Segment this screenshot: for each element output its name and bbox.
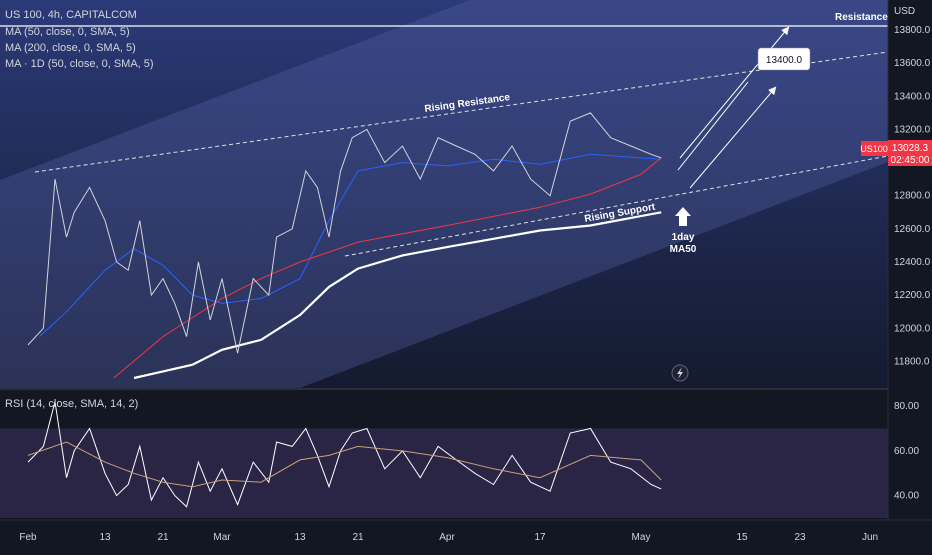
legend-ma200[interactable]: MA (200, close, 0, SMA, 5) [5,42,136,54]
symbol-title[interactable]: US 100, 4h, CAPITALCOM [5,9,137,21]
svg-text:US100: US100 [860,144,888,154]
main-pane-bg [0,0,888,388]
time-tick-label: Mar [213,532,231,543]
rsi-pane-bg [0,390,888,520]
price-tick-label: 12200.0 [894,290,931,301]
price-tick-label: 13400.0 [894,91,931,102]
price-tick-label: 12400.0 [894,257,931,268]
price-tick-label: 12600.0 [894,224,931,235]
lightning-icon[interactable] [671,364,689,382]
price-tick-label: 13200.0 [894,124,931,135]
price-axis-bg [888,0,932,520]
rsi-band [0,428,888,518]
time-tick-label: May [632,532,651,543]
rsi-axis-ticks: 80.00 60.00 40.00 [894,401,919,501]
series-ma-1d-50-close-0-sma-5 [133,211,662,380]
legend-rsi[interactable]: RSI (14, close, SMA, 14, 2) [5,398,138,410]
legend-ma-1d[interactable]: MA · 1D (50, close, 0, SMA, 5) [5,58,154,70]
day-ma50-annotation: 1day MA50 [670,207,697,255]
time-tick-label: Jun [862,532,878,543]
rsi-tick-label: 80.00 [894,401,919,412]
projection-arrow-2 [689,86,777,189]
time-tick-label: Apr [439,532,455,543]
projection-arrow-3 [677,81,749,171]
time-tick-label: 15 [736,532,748,543]
svg-text:MA50: MA50 [670,244,697,255]
time-tick-label: Feb [19,532,37,543]
svg-text:02:45:00: 02:45:00 [891,155,930,166]
series-ma-50-close-0-sma-5 [39,153,662,337]
price-tick-label: 13800.0 [894,25,931,36]
time-axis-bg [0,520,932,550]
rsi-tick-label: 60.00 [894,446,919,457]
series-price [27,112,662,354]
channel-band [0,0,888,388]
price-tick-label: 11800.0 [894,356,930,367]
target-callout: 13400.0 [757,47,811,71]
time-tick-label: 17 [534,532,546,543]
svg-text:13400.0: 13400.0 [766,55,803,66]
rsi-tick-label: 40.00 [894,491,919,502]
svg-text:1day: 1day [672,232,695,243]
legend-ma50[interactable]: MA (50, close, 0, SMA, 5) [5,26,130,38]
time-tick-label: 13 [294,532,306,543]
series-ma-200-close-0-sma-5 [113,157,662,379]
price-series-layer [27,112,662,380]
time-tick-label: 23 [794,532,806,543]
last-price-tag: US100 13028.3 02:45:00 [860,140,932,166]
rsi-series-rsi [27,401,662,508]
rsi-series-layer [27,401,662,508]
time-tick-label: 13 [99,532,111,543]
time-axis-ticks: Feb 13 21 Mar 13 21 Apr 17 May 15 23 Jun [19,532,878,543]
svg-text:13028.3: 13028.3 [892,143,929,154]
price-tick-label: 13600.0 [894,58,931,69]
rising-resistance-line [34,51,889,173]
time-tick-label: 21 [157,532,169,543]
time-tick-label: 21 [352,532,364,543]
rsi-series-rsi-ma [27,441,662,488]
price-tick-label: 12000.0 [894,323,931,334]
currency-label: USD [894,6,915,17]
resistance-a-label: Resistance A [835,12,897,23]
rising-support-line [344,155,889,257]
legend: US 100, 4h, CAPITALCOM MA (50, close, 0,… [5,9,154,410]
price-tick-label: 12800.0 [894,191,931,202]
